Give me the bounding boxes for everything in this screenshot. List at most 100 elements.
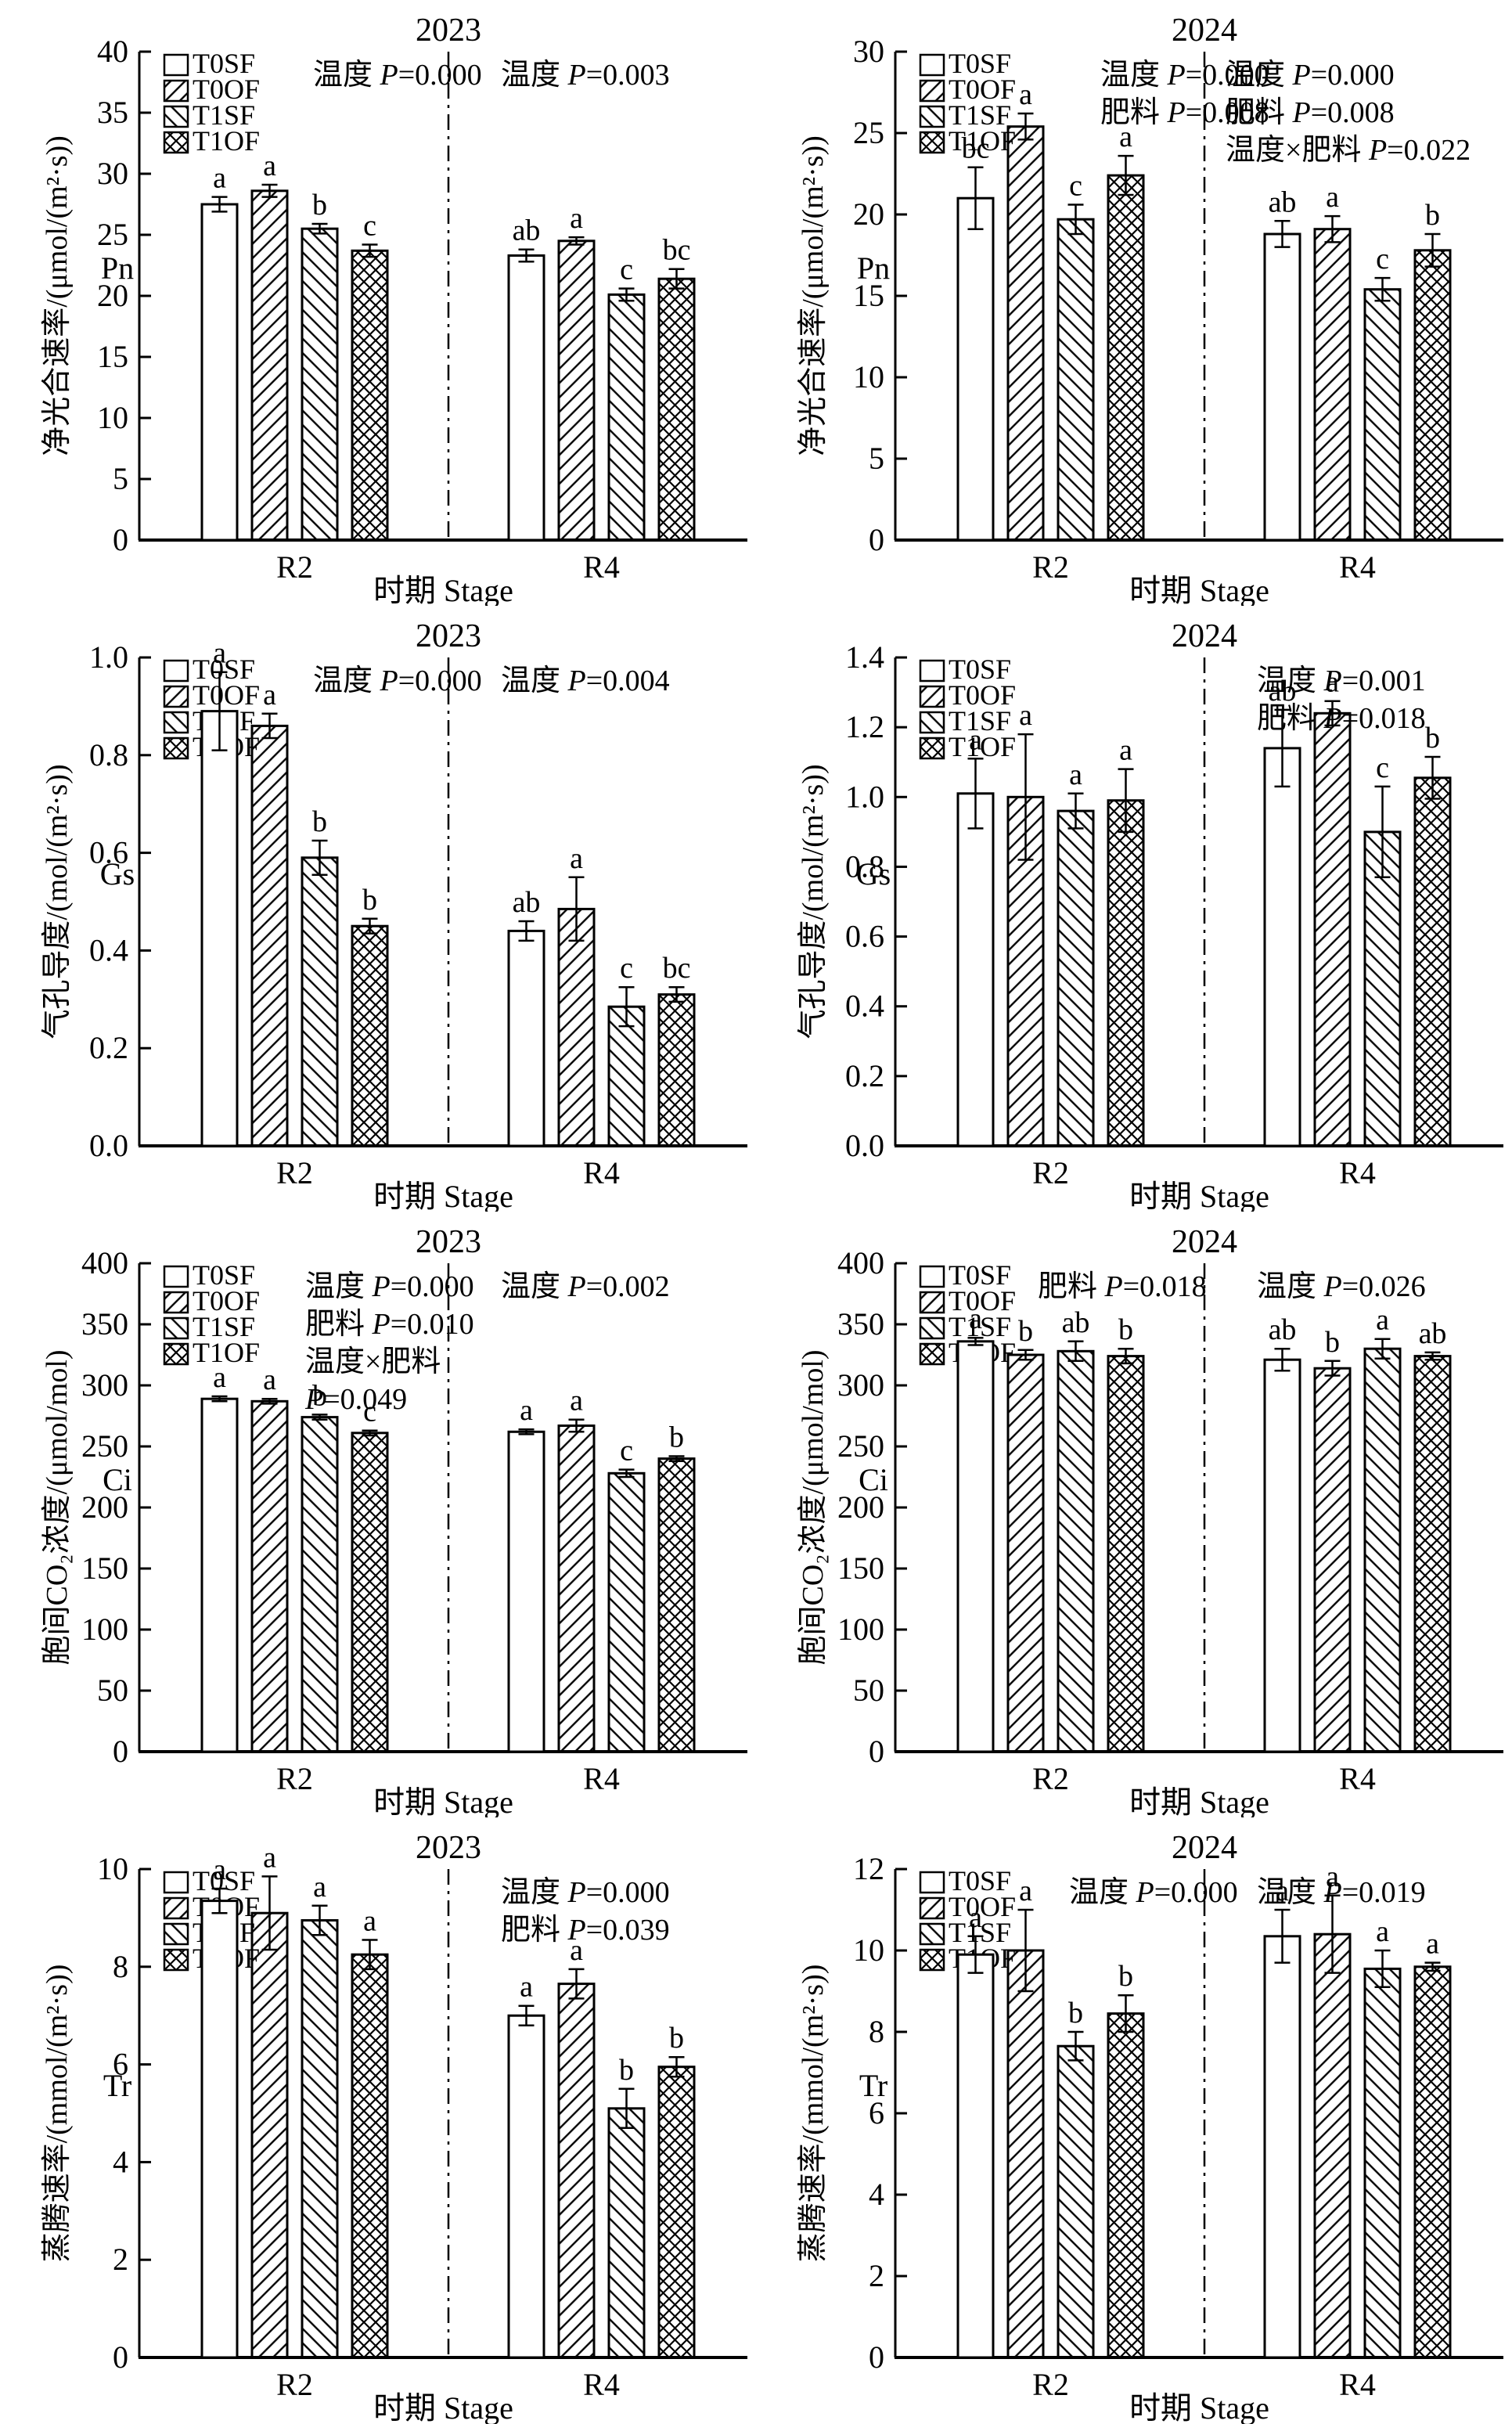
bar-T1SF-R4 [1363,830,1402,1147]
y-tick-label: 15 [853,278,884,313]
legend-swatch-T1SF [919,1922,945,1946]
sig-letter: b [312,1379,327,1412]
legend-label-T0SF: T0SF [949,1259,1011,1291]
legend-swatch-T1OF [163,1948,189,1972]
y-tick-label: 4 [869,2177,884,2212]
legend-label-T0OF: T0OF [949,1891,1016,1922]
sig-letter: bc [962,132,990,165]
year-title: 2023 [416,13,481,49]
bar-T1SF-R2 [301,856,339,1147]
bar-T0OF-R2 [250,724,289,1147]
y-tick-label: 20 [853,196,884,232]
legend-swatch-T0SF [919,1265,945,1288]
bar-T0OF-R2 [250,1911,289,2359]
y-axis-symbol: Tr [859,2068,887,2103]
sig-letter: b [312,805,327,838]
y-tick-label: 200 [81,1489,128,1525]
legend-label-T0OF: T0OF [949,679,1016,711]
bar-T1OF-R2 [351,249,389,542]
y-tick-label: 8 [113,1949,128,1984]
sig-letter: b [1425,199,1440,232]
bar-T1SF-R2 [1057,2044,1095,2359]
legend-swatch-T0OF [163,1896,189,1920]
sig-letter: b [1425,722,1440,755]
sig-letter: a [1119,121,1132,153]
y-tick-label: 5 [113,461,128,496]
y-tick-label: 250 [837,1428,884,1464]
y-axis-title: 气孔导度/(mol/(m²·s)) [41,764,74,1039]
y-axis-symbol: Tr [103,2068,131,2103]
legend-swatch-T1SF [919,711,945,734]
sig-letter: a [1069,758,1082,791]
y-tick-label: 200 [837,1489,884,1525]
pvalue-annotation-right: 温度×肥料 P=0.022 [1226,134,1471,167]
sig-letter: c [1376,243,1389,276]
chart-gs-2023: 0.00.20.40.60.81.02023T0SFT0OFT1SFT1OF温度… [0,606,756,1214]
sig-letter: a [1426,1928,1439,1961]
legend-label-T0OF: T0OF [193,1285,260,1316]
sig-letter: bc [663,234,691,267]
legend-swatch-T1SF [919,1316,945,1340]
y-tick-label: 150 [81,1551,128,1586]
y-axis-title: 蒸腾速率/(mmol/(m²·s)) [797,1965,830,2263]
bar-T1SF-R2 [301,1416,339,1753]
sig-letter: a [969,723,982,756]
legend-swatch-T1OF [163,737,189,760]
bar-T0OF-R4 [557,240,596,542]
category-label-R2: R2 [276,1155,313,1190]
sig-letter: a [313,1871,326,1904]
category-label-R4: R4 [1339,1155,1376,1190]
legend-swatch-T1OF [919,1342,945,1366]
sig-letter: a [570,1934,583,1967]
category-label-R2: R2 [276,2367,313,2402]
y-tick-label: 4 [113,2144,128,2179]
sig-letter: c [363,210,376,243]
sig-letter: a [1019,78,1032,111]
y-tick-label: 0.2 [845,1058,884,1093]
pvalue-annotation-right: 肥料 P=0.039 [501,1914,670,1947]
y-axis-symbol: Pn [101,250,134,286]
sig-letter: a [213,162,226,195]
legend-swatch-T0OF [163,1291,189,1314]
y-tick-label: 0.6 [89,835,128,870]
x-axis-title: 时期 Stage [373,1785,513,1820]
sig-letter: a [263,1841,276,1874]
legend-label-T0SF: T0SF [949,654,1011,685]
sig-letter: b [1325,1326,1340,1359]
sig-letter: a [213,1853,226,1886]
bar-T1OF-R2 [1107,1355,1145,1753]
pvalue-annotation-right: 温度 P=0.003 [501,59,670,92]
sig-letter: b [312,189,327,222]
sig-letter: b [362,884,377,917]
legend-label-T0SF: T0SF [949,48,1011,79]
sig-letter: ab [513,886,541,919]
y-tick-label: 2 [113,2242,128,2277]
pvalue-annotation-left: 肥料 P=0.008 [1100,96,1269,129]
y-tick-label: 0 [869,522,884,557]
sig-letter: c [620,1435,633,1468]
sig-letter: ab [513,214,541,247]
x-axis-title: 时期 Stage [373,573,513,608]
bar-T0SF-R4 [1263,1358,1301,1753]
y-tick-label: 300 [837,1367,884,1403]
sig-letter: a [1326,1860,1339,1893]
y-tick-label: 0.2 [89,1030,128,1065]
sig-letter: ab [1269,675,1297,708]
legend-label-T1SF: T1SF [949,99,1011,131]
bar-T1SF-R4 [607,293,646,542]
y-tick-label: 300 [81,1367,128,1403]
x-axis-title: 时期 Stage [1129,2390,1269,2424]
legend-swatch-T1OF [919,131,945,154]
sig-letter: a [570,1385,583,1417]
pvalue-annotation-right: 温度 P=0.000 [501,1876,670,1909]
category-label-R2: R2 [1032,1761,1069,1796]
legend-label-T0SF: T0SF [193,48,255,79]
y-tick-label: 0 [113,522,128,557]
bar-T1OF-R2 [351,924,389,1147]
bar-T1OF-R4 [1413,1965,1452,2359]
legend-swatch-T0OF [919,79,945,103]
legend-label-T0SF: T0SF [193,1259,255,1291]
category-label-R4: R4 [583,1155,620,1190]
sig-letter: c [1069,170,1082,203]
